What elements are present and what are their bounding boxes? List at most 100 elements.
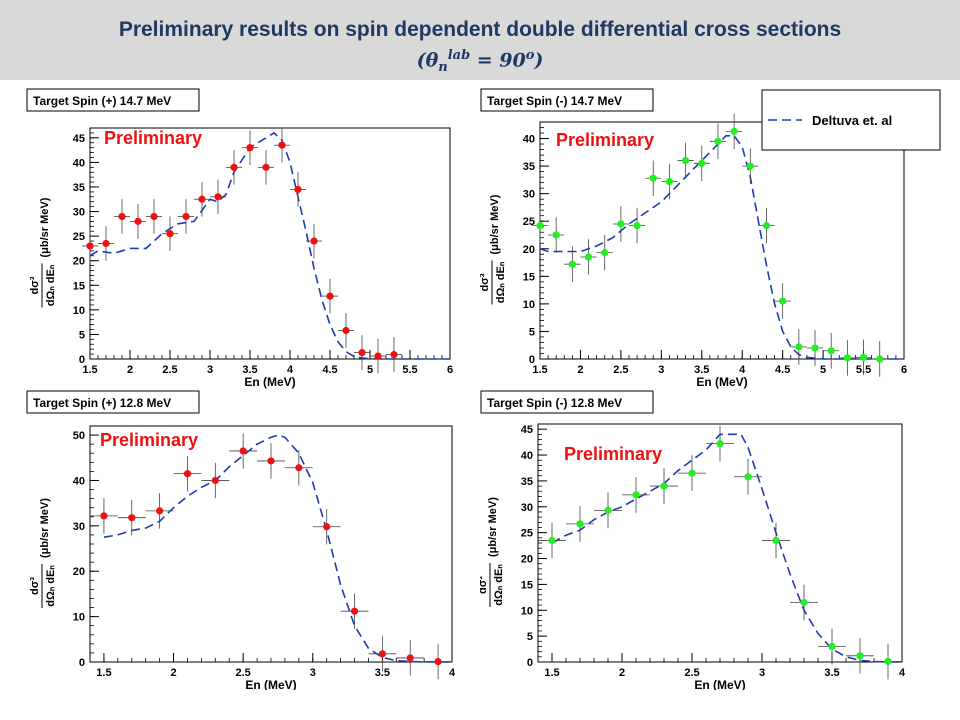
data-point — [323, 523, 331, 531]
y-tick-label: 30 — [73, 207, 85, 219]
data-point — [856, 652, 864, 660]
panel-title: Target Spin (-) 12.8 MeV — [487, 396, 622, 410]
x-tick-label: 3.5 — [375, 667, 390, 679]
panel-title: Target Spin (+) 14.7 MeV — [33, 94, 171, 108]
x-tick-label: 4 — [287, 364, 294, 376]
data-point — [134, 217, 142, 225]
y-tick-label: 20 — [523, 244, 535, 256]
y-tick-label: 0 — [527, 657, 533, 669]
data-point — [859, 353, 868, 361]
x-tick-label: 2.5 — [162, 364, 177, 376]
data-point — [665, 177, 674, 186]
x-axis-label: En (MeV) — [244, 375, 295, 389]
data-point — [552, 231, 560, 239]
data-point — [166, 230, 174, 238]
legend-label: Deltuva et. al — [812, 113, 892, 128]
x-tick-label: 4 — [449, 667, 456, 679]
data-point — [214, 193, 222, 201]
y-tick-label: 30 — [73, 521, 85, 533]
y-tick-label: 0 — [529, 354, 535, 366]
x-tick-label: 2 — [577, 364, 583, 376]
subtitle-lab: lab — [447, 48, 471, 63]
y-axis-label-group: dσ³ dΩₙ dEₙ (μb/sr MeV) — [29, 197, 57, 308]
x-tick-label: 3 — [207, 364, 213, 376]
data-point — [267, 457, 275, 465]
chart-spin-minus-12-8: Target Spin (-) 12.8 MeV 0 5 10 15 20 25 30 35 40… — [480, 390, 906, 690]
panel-title-box — [480, 88, 654, 112]
x-tick-label: 2 — [127, 364, 133, 376]
data-point — [716, 440, 724, 448]
y-label-denominator: dΩₙ dEₙ — [495, 261, 507, 303]
y-label-numerator: dσ³ — [29, 577, 41, 595]
y-tick-label: 20 — [73, 566, 85, 578]
x-tick-label: 5 — [367, 364, 373, 376]
panel-title-box — [26, 88, 200, 112]
data-point — [884, 657, 892, 666]
data-point — [698, 159, 706, 167]
x-tick-label: 1.5 — [532, 364, 547, 376]
y-label-unit: (μb/sr MeV) — [39, 197, 51, 257]
y-tick-label: 20 — [73, 256, 85, 268]
x-tick-label: 3.5 — [824, 667, 839, 679]
data-point — [183, 470, 192, 478]
legend-box — [761, 89, 941, 151]
data-point — [342, 326, 350, 335]
subtitle-eq: = 90 — [470, 49, 526, 72]
x-tick-label: 2.5 — [236, 667, 251, 679]
y-axis-label-group: dσ³ dΩₙ dEₙ (μb/sr MeV) — [29, 498, 57, 608]
data-point — [100, 512, 108, 520]
y-tick-label: 35 — [73, 182, 85, 194]
panel-title: Target Spin (-) 14.7 MeV — [487, 94, 622, 108]
y-tick-label: 25 — [523, 216, 535, 228]
x-tick-label: 5 — [820, 364, 826, 376]
subtitle-close: ) — [534, 49, 544, 72]
y-tick-label: 0 — [79, 354, 85, 366]
data-point — [358, 349, 366, 357]
data-point — [795, 343, 803, 351]
data-point — [294, 185, 302, 194]
subtitle-n: n — [438, 60, 448, 76]
data-point — [198, 195, 206, 203]
y-tick-label: 35 — [521, 476, 533, 488]
y-tick-label: 10 — [521, 605, 533, 617]
y-label-denominator: dΩₙ dEₙ — [493, 564, 505, 606]
data-point — [182, 212, 190, 221]
x-axis-label: En (MeV) — [696, 375, 747, 389]
y-tick-label: 5 — [527, 631, 533, 643]
data-point — [843, 354, 851, 362]
theory-curve — [539, 135, 904, 360]
data-point — [746, 162, 754, 170]
x-tick-label: 4.5 — [322, 364, 337, 376]
x-tick-label: 3 — [310, 667, 316, 679]
data-point — [102, 239, 110, 248]
y-tick-label: 45 — [521, 424, 533, 436]
plot-frame — [539, 121, 905, 360]
chart-spin-minus-14-7: Target Spin (-) 14.7 MeV0510152025303540… — [480, 88, 941, 389]
chart-spin-plus-12-8: Target Spin (+) 12.8 MeV 0 10 20 30 40 50 1.5 2 2… — [26, 390, 456, 690]
y-label-denominator: dΩₙ dEₙ — [45, 565, 57, 607]
data-point — [714, 137, 722, 145]
y-tick-label: 40 — [521, 450, 533, 462]
y-tick-label: 15 — [523, 271, 535, 283]
x-tick-label: 6 — [901, 364, 907, 376]
y-tick-label: 25 — [73, 231, 85, 243]
x-tick-label: 2 — [619, 667, 625, 679]
header-band — [0, 0, 960, 80]
y-tick-label: 35 — [523, 161, 535, 173]
x-tick-label: 2.5 — [684, 667, 699, 679]
x-tick-label: 5.5 — [402, 364, 417, 376]
data-point — [536, 222, 544, 230]
y-tick-label: 40 — [523, 134, 535, 146]
y-tick-label: 40 — [73, 475, 85, 487]
plot-frame — [89, 127, 451, 360]
x-tick-label: 4.5 — [775, 364, 790, 376]
y-label-denominator: dΩₙ dEₙ — [45, 264, 57, 306]
data-point — [811, 344, 819, 352]
data-point — [118, 212, 126, 221]
y-tick-label: 40 — [73, 157, 85, 169]
x-tick-label: 2 — [170, 667, 176, 679]
data-point — [828, 642, 836, 651]
y-axis-label-group: dσ³ dΩₙ dEₙ (μb/sr MeV) — [480, 497, 505, 607]
panel-title: Target Spin (+) 12.8 MeV — [33, 396, 171, 410]
data-point — [779, 297, 787, 305]
